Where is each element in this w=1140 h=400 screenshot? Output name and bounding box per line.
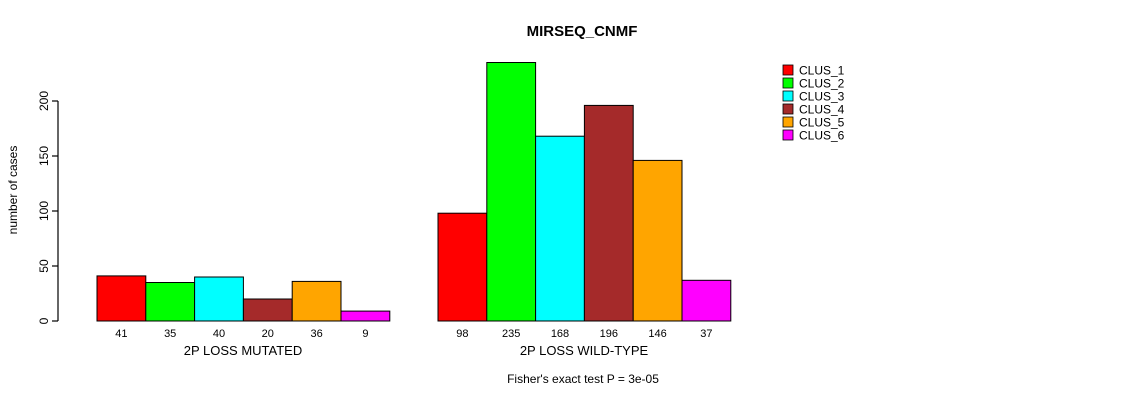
bar-value-label: 41 (115, 328, 127, 340)
bar-value-label: 40 (213, 328, 225, 340)
bar-value-label: 98 (456, 328, 468, 340)
bar-value-label: 235 (502, 328, 520, 340)
bar-value-label: 35 (164, 328, 176, 340)
legend-label-clus_6: CLUS_6 (799, 129, 845, 143)
y-axis: 0 50 100 150 200 (37, 91, 59, 324)
bar-value-label: 168 (551, 328, 569, 340)
fisher-test-note: Fisher's exact test P = 3e-05 (507, 372, 659, 386)
bar-value-label: 196 (600, 328, 618, 340)
bar-clus_2-group1 (145, 282, 196, 322)
bar-clus_6-group2 (681, 279, 732, 322)
bar-clus_1-group1 (96, 275, 147, 322)
legend-label-clus_4: CLUS_4 (799, 103, 845, 117)
legend-swatch-clus_4 (782, 103, 794, 115)
chart-title: MIRSEQ_CNMF (527, 23, 638, 40)
legend-label-clus_1: CLUS_1 (799, 64, 845, 78)
bar-clus_1-group2 (437, 212, 488, 322)
legend-swatch-clus_1 (782, 64, 794, 76)
group-label-mutated: 2P LOSS MUTATED (184, 343, 302, 358)
y-axis-label: number of cases (6, 146, 20, 235)
y-tick-label: 50 (37, 259, 51, 273)
legend-swatch-clus_2 (782, 77, 794, 89)
legend-label-clus_2: CLUS_2 (799, 77, 845, 91)
bar-value-label: 36 (310, 328, 322, 340)
y-tick-label: 200 (37, 91, 51, 111)
bar-clus_5-group2 (632, 159, 683, 322)
legend-swatch-clus_3 (782, 90, 794, 102)
bar-clus_5-group1 (291, 280, 342, 322)
legend-label-clus_3: CLUS_3 (799, 90, 845, 104)
bars-layer: 41 35 40 20 36 9 98 235 168 196 146 37 (96, 62, 732, 340)
bar-clus_4-group1 (242, 298, 293, 322)
legend-swatch-clus_5 (782, 116, 794, 128)
bar-clus_3-group1 (194, 276, 244, 322)
bar-clus_4-group2 (583, 104, 634, 322)
y-tick-label: 150 (37, 146, 51, 166)
y-tick-label: 0 (37, 317, 51, 324)
bar-clus_6-group1 (340, 310, 391, 322)
bar-clus_3-group2 (535, 135, 585, 322)
bar-value-label: 37 (700, 328, 712, 340)
bar-value-label: 146 (648, 328, 666, 340)
bar-clus_2-group2 (486, 62, 537, 322)
group-label-wild-type: 2P LOSS WILD-TYPE (520, 343, 649, 358)
bar-value-label: 9 (362, 328, 368, 340)
y-tick-label: 100 (37, 201, 51, 221)
legend-swatch-clus_6 (782, 129, 794, 141)
legend-label-clus_5: CLUS_5 (799, 116, 845, 130)
bar-value-label: 20 (262, 328, 274, 340)
